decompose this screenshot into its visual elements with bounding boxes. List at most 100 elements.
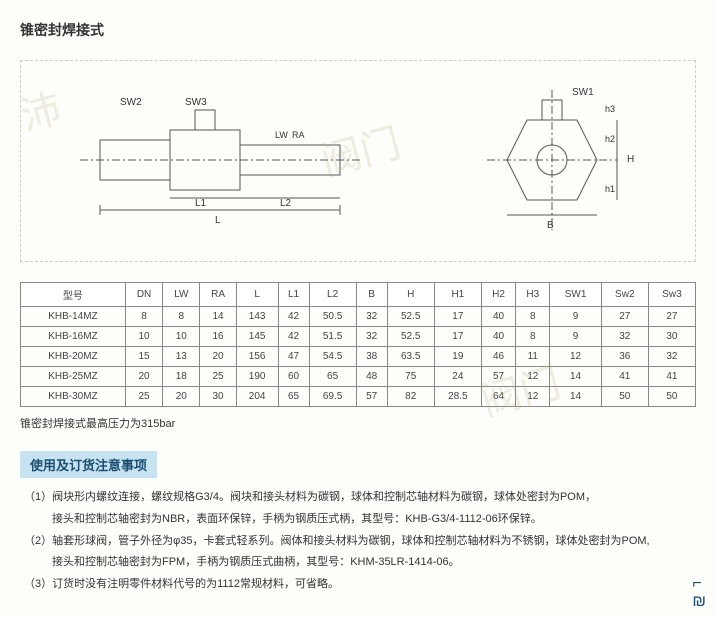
svg-text:L2: L2 bbox=[280, 198, 292, 209]
usage-note-item: （2）轴套形球阀，管子外径为φ35，卡套式轻系列。阀体和接头材料为碳钢，球体和控… bbox=[24, 532, 696, 552]
table-cell: 32 bbox=[356, 307, 387, 327]
table-header: H bbox=[387, 283, 434, 307]
table-cell: 47 bbox=[278, 347, 309, 367]
table-cell: 8 bbox=[516, 307, 550, 327]
table-cell: 17 bbox=[434, 307, 481, 327]
svg-text:h1: h1 bbox=[605, 184, 615, 194]
table-cell: 11 bbox=[516, 347, 550, 367]
table-cell: 27 bbox=[648, 307, 695, 327]
table-cell: 32 bbox=[648, 347, 695, 367]
table-cell: 204 bbox=[236, 387, 278, 407]
table-row: KHB-14MZ88141434250.53252.51740892727 bbox=[21, 307, 696, 327]
table-cell: 13 bbox=[163, 347, 200, 367]
table-cell: 41 bbox=[648, 367, 695, 387]
table-cell: 46 bbox=[481, 347, 515, 367]
table-cell: 28.5 bbox=[434, 387, 481, 407]
table-header: LW bbox=[163, 283, 200, 307]
table-cell: 190 bbox=[236, 367, 278, 387]
table-cell: 60 bbox=[278, 367, 309, 387]
pressure-note: 锥密封焊接式最高压力为315bar bbox=[20, 415, 696, 431]
table-cell: 69.5 bbox=[309, 387, 356, 407]
table-cell: 20 bbox=[163, 387, 200, 407]
diagram-side-view: SW2 SW3 L1 L2 L LW RA bbox=[70, 80, 370, 243]
table-header: L2 bbox=[309, 283, 356, 307]
table-cell: 12 bbox=[516, 367, 550, 387]
table-cell: 65 bbox=[309, 367, 356, 387]
table-cell: 57 bbox=[356, 387, 387, 407]
table-cell: 51.5 bbox=[309, 327, 356, 347]
table-cell: 36 bbox=[601, 347, 648, 367]
svg-text:h2: h2 bbox=[605, 134, 615, 144]
usage-note-item: （1）阀块形内螺纹连接，螺纹规格G3/4。阀块和接头材料为碳钢，球体和控制芯轴材… bbox=[24, 488, 696, 508]
svg-text:h3: h3 bbox=[605, 104, 615, 114]
table-cell: 25 bbox=[200, 367, 236, 387]
usage-note-item: 接头和控制芯轴密封为NBR，表面环保锌，手柄为钢质压式柄，其型号：KHB-G3/… bbox=[24, 510, 696, 530]
usage-note-item: 接头和控制芯轴密封为FPM，手柄为钢质压式曲柄，其型号：KHM-35LR-141… bbox=[24, 553, 696, 573]
table-header: DN bbox=[125, 283, 162, 307]
page-title: 锥密封焊接式 bbox=[20, 20, 696, 40]
svg-text:SW3: SW3 bbox=[185, 97, 207, 108]
table-cell: 12 bbox=[516, 387, 550, 407]
table-cell: 65 bbox=[278, 387, 309, 407]
table-cell: KHB-25MZ bbox=[21, 367, 126, 387]
table-cell: 57 bbox=[481, 367, 515, 387]
table-cell: 25 bbox=[125, 387, 162, 407]
table-cell: 52.5 bbox=[387, 327, 434, 347]
table-cell: 64 bbox=[481, 387, 515, 407]
table-header: L1 bbox=[278, 283, 309, 307]
svg-text:L1: L1 bbox=[195, 198, 207, 209]
svg-text:LW: LW bbox=[275, 130, 288, 140]
table-cell: 50 bbox=[601, 387, 648, 407]
table-cell: 52.5 bbox=[387, 307, 434, 327]
table-cell: KHB-16MZ bbox=[21, 327, 126, 347]
table-header: B bbox=[356, 283, 387, 307]
table-header: H2 bbox=[481, 283, 515, 307]
table-cell: 20 bbox=[200, 347, 236, 367]
table-header: RA bbox=[200, 283, 236, 307]
usage-notes: （1）阀块形内螺纹连接，螺纹规格G3/4。阀块和接头材料为碳钢，球体和控制芯轴材… bbox=[20, 488, 696, 595]
table-cell: 63.5 bbox=[387, 347, 434, 367]
svg-text:B: B bbox=[547, 220, 554, 231]
svg-text:H: H bbox=[627, 154, 634, 165]
table-cell: 14 bbox=[550, 367, 601, 387]
table-cell: 40 bbox=[481, 327, 515, 347]
table-row: KHB-16MZ1010161454251.53252.51740893230 bbox=[21, 327, 696, 347]
table-cell: 156 bbox=[236, 347, 278, 367]
corner-decoration: ⌐₪ bbox=[692, 575, 706, 611]
table-cell: 8 bbox=[516, 327, 550, 347]
table-header: L bbox=[236, 283, 278, 307]
table-row: KHB-20MZ1513201564754.53863.519461112363… bbox=[21, 347, 696, 367]
table-cell: 24 bbox=[434, 367, 481, 387]
svg-text:SW2: SW2 bbox=[120, 97, 142, 108]
table-cell: 54.5 bbox=[309, 347, 356, 367]
table-cell: KHB-20MZ bbox=[21, 347, 126, 367]
table-cell: 8 bbox=[125, 307, 162, 327]
table-header: SW1 bbox=[550, 283, 601, 307]
table-header: H3 bbox=[516, 283, 550, 307]
table-cell: 145 bbox=[236, 327, 278, 347]
table-cell: 18 bbox=[163, 367, 200, 387]
svg-text:RA: RA bbox=[292, 130, 305, 140]
table-cell: KHB-14MZ bbox=[21, 307, 126, 327]
table-cell: 50 bbox=[648, 387, 695, 407]
table-header: Sw2 bbox=[601, 283, 648, 307]
table-header: H1 bbox=[434, 283, 481, 307]
table-cell: 15 bbox=[125, 347, 162, 367]
table-cell: 9 bbox=[550, 327, 601, 347]
table-cell: 10 bbox=[163, 327, 200, 347]
table-cell: 41 bbox=[601, 367, 648, 387]
table-header: 型号 bbox=[21, 283, 126, 307]
table-cell: 42 bbox=[278, 327, 309, 347]
usage-note-item: （3）订货时没有注明零件材料代号的为1112常规材料，可省略。 bbox=[24, 575, 696, 595]
table-cell: 19 bbox=[434, 347, 481, 367]
table-cell: KHB-30MZ bbox=[21, 387, 126, 407]
table-cell: 143 bbox=[236, 307, 278, 327]
table-cell: 16 bbox=[200, 327, 236, 347]
table-cell: 50.5 bbox=[309, 307, 356, 327]
svg-text:SW1: SW1 bbox=[572, 87, 594, 98]
diagram-front-view: SW1 B H h1 h2 h3 bbox=[467, 80, 647, 243]
table-cell: 27 bbox=[601, 307, 648, 327]
table-row: KHB-25MZ20182519060654875245712144141 bbox=[21, 367, 696, 387]
table-cell: 32 bbox=[601, 327, 648, 347]
table-cell: 32 bbox=[356, 327, 387, 347]
